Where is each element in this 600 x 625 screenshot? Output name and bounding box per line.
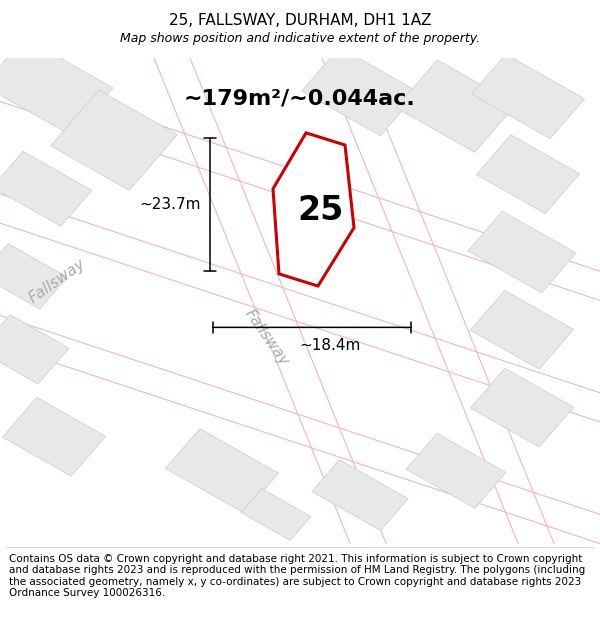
Text: 25: 25 — [298, 194, 344, 227]
Text: 25, FALLSWAY, DURHAM, DH1 1AZ: 25, FALLSWAY, DURHAM, DH1 1AZ — [169, 12, 431, 28]
Polygon shape — [273, 133, 354, 286]
Polygon shape — [0, 151, 92, 226]
Polygon shape — [396, 60, 516, 152]
Polygon shape — [468, 211, 576, 293]
Polygon shape — [0, 314, 69, 384]
Text: Fallsway: Fallsway — [26, 256, 88, 306]
Polygon shape — [472, 54, 584, 139]
Text: ~23.7m: ~23.7m — [139, 197, 201, 212]
Polygon shape — [0, 244, 67, 309]
Polygon shape — [470, 291, 574, 369]
Text: Fallsway: Fallsway — [242, 306, 292, 368]
Polygon shape — [50, 90, 178, 191]
Polygon shape — [0, 38, 113, 136]
Polygon shape — [302, 48, 418, 136]
Text: ~179m²/~0.044ac.: ~179m²/~0.044ac. — [184, 89, 416, 109]
Text: Map shows position and indicative extent of the property.: Map shows position and indicative extent… — [120, 32, 480, 45]
Text: ~18.4m: ~18.4m — [299, 338, 361, 353]
Polygon shape — [312, 459, 408, 531]
Polygon shape — [2, 398, 106, 476]
Polygon shape — [406, 433, 506, 508]
Polygon shape — [476, 135, 580, 214]
Text: Contains OS data © Crown copyright and database right 2021. This information is : Contains OS data © Crown copyright and d… — [9, 554, 585, 598]
Polygon shape — [166, 429, 278, 513]
Polygon shape — [241, 489, 311, 541]
Polygon shape — [470, 368, 574, 447]
